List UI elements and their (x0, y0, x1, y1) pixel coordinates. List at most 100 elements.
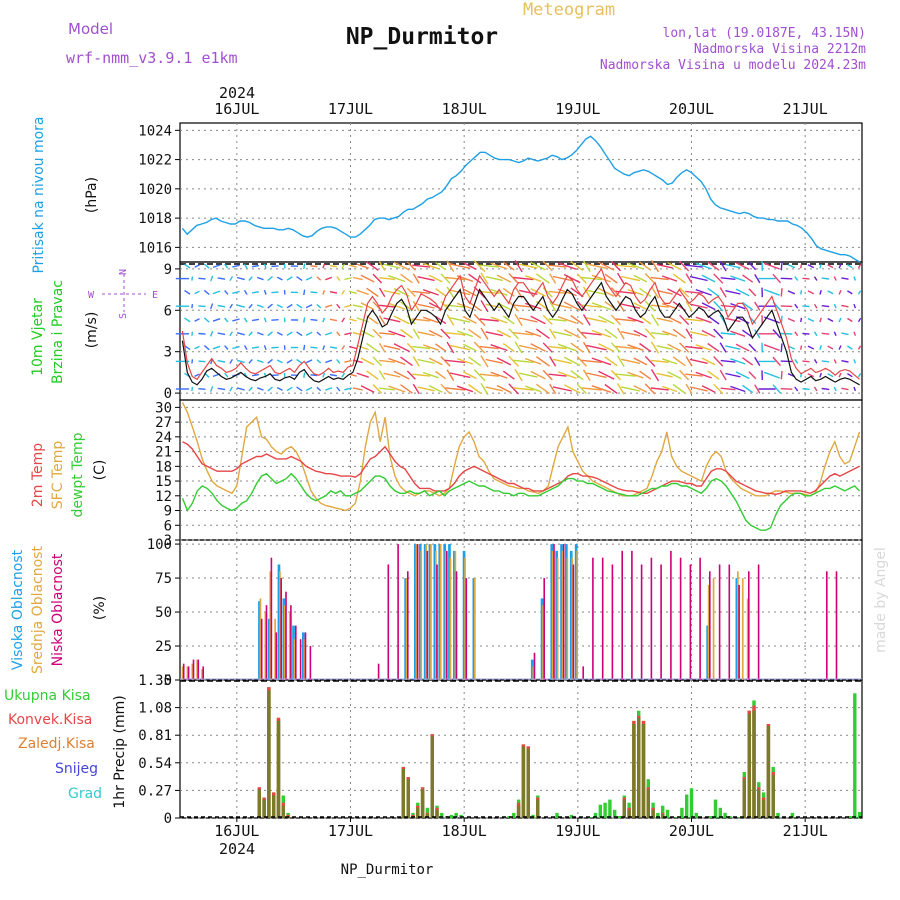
wind-arrow (787, 264, 796, 269)
temp-sfc-line (181, 402, 861, 512)
wind-arrow (360, 274, 375, 283)
wind-arrow (502, 343, 515, 353)
wind-arrow (468, 328, 482, 339)
wind-arrow (713, 383, 724, 395)
cloud-unit: (%) (92, 596, 108, 620)
wind-arrow (695, 344, 712, 351)
wind-arrow (548, 318, 567, 322)
cloud-high-bar (574, 544, 578, 680)
wind-arrow (243, 263, 248, 269)
wind-arrow (821, 387, 830, 391)
cloud-low-bar (426, 550, 429, 680)
wind-arrow (813, 359, 818, 364)
wind-arrow (838, 290, 842, 295)
wind-arrow (617, 300, 625, 312)
cloud-high-bar (565, 544, 568, 680)
model-label: Model (68, 20, 113, 38)
wind-arrow (286, 331, 293, 336)
pressure-ytick-label: 1020 (138, 182, 172, 198)
wind-arrow (563, 301, 581, 311)
wind-arrow (445, 276, 466, 281)
wind-arrow (639, 287, 652, 297)
wind-arrow (794, 331, 799, 337)
wind-arrow (303, 372, 306, 378)
wind-arrow (203, 289, 210, 296)
wind-arrow (530, 343, 546, 352)
wind-arrow (349, 345, 357, 350)
cloud-mid-bar (737, 571, 739, 680)
wind-arrow (236, 359, 245, 364)
wind-arrow (802, 360, 810, 363)
wind-arrow (617, 355, 625, 368)
wind-arrow (519, 344, 538, 351)
precip-total-bar (603, 802, 607, 818)
wind-arrow (232, 264, 240, 268)
cloud-high-bar (433, 544, 437, 680)
wind-arrow (383, 263, 401, 269)
wind-arrow (366, 261, 379, 271)
wind-arrow (276, 386, 283, 391)
wind-arrow (802, 305, 810, 308)
wind-arrow (198, 277, 206, 280)
precip-ytick-label: 1.08 (138, 701, 172, 717)
cloud-high-bar (555, 550, 558, 680)
wind-arrow (310, 265, 318, 268)
wind-arrow (232, 345, 240, 350)
wind-arrow (610, 369, 622, 381)
wind-arrow (672, 356, 686, 367)
cloud-mid-bar (293, 639, 296, 680)
cloud-low-bar (295, 625, 297, 680)
day-label-top: 17JUL (328, 100, 373, 118)
wind-arrow (393, 343, 410, 353)
wind-arrow (243, 289, 248, 295)
wind-arrow (576, 300, 587, 312)
wind-arrow (446, 341, 455, 354)
wind-arrow (341, 289, 346, 295)
wind-arrow (203, 344, 210, 351)
wind-arrow (735, 371, 750, 380)
wind-arrow (525, 330, 542, 338)
wind-arrow (707, 342, 720, 353)
cloud-low-bar (709, 571, 711, 680)
wind-arrow (349, 264, 357, 268)
wind-arrow (847, 317, 853, 323)
wind-arrow (366, 315, 379, 325)
wind-arrow (502, 261, 515, 271)
cloud-high-label: Visoka Oblacnost (10, 549, 26, 670)
wind-arrow (508, 273, 520, 285)
wind-arrow (379, 277, 395, 281)
wind-arrow (780, 288, 783, 297)
wind-arrow (763, 262, 780, 270)
wind-arrow (650, 313, 660, 327)
cloud-mid-bar (576, 550, 578, 680)
year-label-top: 2024 (219, 84, 255, 102)
wind-arrow (251, 264, 260, 268)
wind-arrow (720, 304, 736, 308)
wind-arrow (530, 287, 546, 297)
wind-arrow (847, 345, 853, 350)
wind-arrow (336, 358, 341, 364)
wind-arrow (685, 356, 693, 367)
wind-arrow (582, 314, 591, 326)
wind-arrow (827, 290, 834, 295)
wind-arrow (513, 387, 534, 391)
wind-arrow (833, 359, 837, 364)
wind-arrow (366, 287, 379, 298)
cloud-low-bar (621, 550, 623, 680)
wind-arrow (794, 276, 799, 281)
wind-arrow (576, 356, 587, 367)
wind-arrow (591, 329, 612, 338)
lonlat-label: lon,lat (19.0187E, 43.15N) (663, 26, 867, 41)
wind-arrow (719, 287, 727, 298)
pressure-unit: (hPa) (84, 177, 100, 213)
wind-arrow (627, 288, 644, 296)
wind-arrow (672, 273, 686, 284)
precip-frz-bar (257, 789, 261, 818)
wind-arrow (449, 372, 471, 379)
precip-total-bar (685, 794, 689, 818)
wind-arrow (557, 343, 577, 352)
wind-arrow (352, 332, 363, 336)
wind-arrow (841, 277, 849, 280)
cloud-high-bar (560, 544, 563, 680)
wind-arrow (841, 360, 849, 363)
